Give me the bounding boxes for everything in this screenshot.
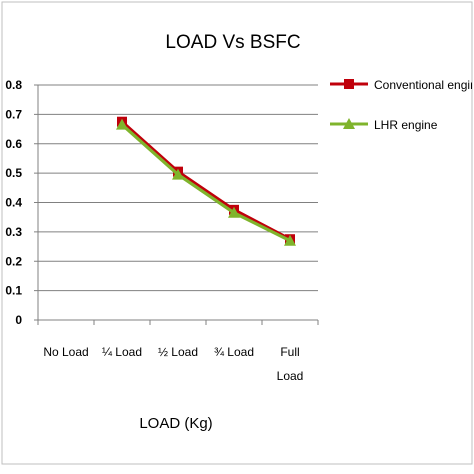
- legend-item: LHR engine: [330, 118, 438, 132]
- y-tick-label: 0.3: [5, 225, 22, 239]
- legend-item: Conventional engine: [330, 78, 474, 92]
- x-tick-label: Full Load: [277, 345, 304, 383]
- x-axis-ticks: No Load ¼ Load ½ Load ¾ Load Full Load: [37, 320, 319, 383]
- y-tick-label: 0.7: [5, 107, 22, 121]
- y-tick-label: 0.6: [5, 137, 22, 151]
- legend-label: Conventional engine: [374, 78, 474, 92]
- series-line: [120, 120, 291, 241]
- y-tick-label: 0.1: [5, 284, 22, 298]
- series-line: [120, 123, 291, 243]
- legend-marker: [344, 79, 354, 89]
- x-tick-label: ½ Load: [158, 345, 198, 359]
- legend-label: LHR engine: [374, 118, 438, 132]
- x-axis-label: LOAD (Kg): [139, 415, 212, 432]
- data-point: [172, 168, 184, 180]
- x-tick-label: ¾ Load: [214, 345, 254, 359]
- series-group: [116, 116, 296, 246]
- y-tick-label: 0.2: [5, 254, 22, 268]
- y-tick-label: 0: [15, 313, 22, 327]
- y-axis-ticks: 0 0.1 0.2 0.3 0.4 0.5 0.6 0.7 0.8: [5, 78, 38, 327]
- chart-border: [1, 1, 473, 465]
- y-tick-label: 0.8: [5, 78, 22, 92]
- data-point: [284, 234, 296, 246]
- y-tick-label: 0.4: [5, 196, 22, 210]
- data-point: [116, 118, 128, 130]
- legend: Conventional engine LHR engine: [330, 78, 474, 132]
- x-tick-label: ¼ Load: [102, 345, 142, 359]
- y-tick-label: 0.5: [5, 166, 22, 180]
- legend-marker: [343, 118, 355, 129]
- x-tick-label: No Load: [43, 345, 88, 359]
- data-point: [228, 206, 240, 218]
- chart-title: LOAD Vs BSFC: [165, 32, 300, 53]
- series-lhr-engine: [116, 118, 296, 246]
